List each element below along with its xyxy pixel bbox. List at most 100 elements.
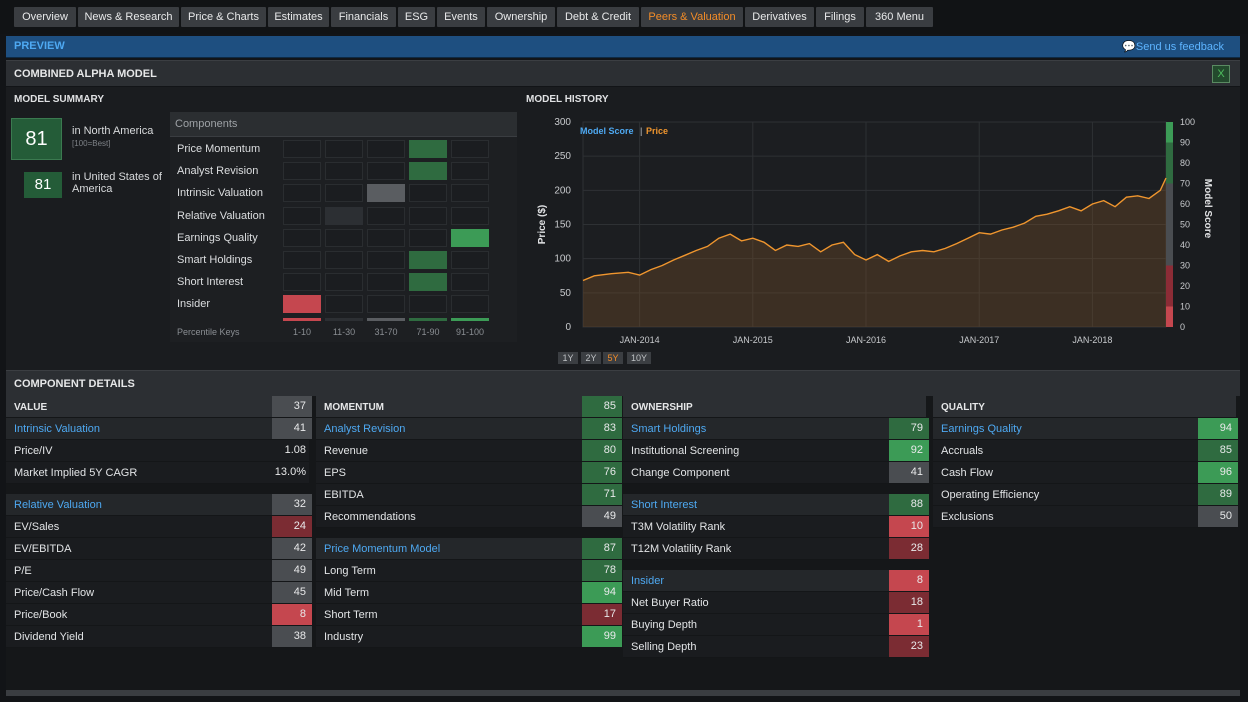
y2-tick-label: 40 bbox=[1180, 240, 1190, 250]
component-cell bbox=[325, 140, 363, 158]
tab-derivatives[interactable]: Derivatives bbox=[745, 7, 814, 27]
metric-name: Price/Book bbox=[14, 609, 68, 621]
details-row: Revenue 80 bbox=[316, 440, 622, 462]
details-column: OWNERSHIP Smart Holdings 79 Institutional S… bbox=[623, 396, 929, 658]
metric-value: 42 bbox=[272, 538, 312, 559]
chat-icon: 💬 bbox=[1122, 41, 1136, 53]
tab-news-research[interactable]: News & Research bbox=[78, 7, 179, 27]
metric-name[interactable]: Insider bbox=[631, 575, 665, 587]
details-row[interactable]: Earnings Quality 94 bbox=[933, 418, 1238, 440]
details-row[interactable]: Intrinsic Valuation 41 bbox=[6, 418, 312, 440]
percentile-key-label: 31-70 bbox=[374, 327, 398, 337]
metric-name[interactable]: Price Momentum Model bbox=[324, 543, 441, 555]
y-tick-label: 300 bbox=[554, 117, 571, 128]
y2-tick-label: 30 bbox=[1180, 261, 1190, 271]
horizontal-scrollbar[interactable] bbox=[6, 690, 1240, 696]
y-tick-label: 100 bbox=[554, 254, 571, 265]
tab-estimates[interactable]: Estimates bbox=[268, 7, 329, 27]
metric-name: T12M Volatility Rank bbox=[631, 543, 732, 555]
metric-name: Accruals bbox=[941, 445, 984, 457]
metric-value: 78 bbox=[582, 560, 622, 581]
y2-tick-label: 0 bbox=[1180, 322, 1185, 332]
tab-esg[interactable]: ESG bbox=[398, 7, 435, 27]
metric-name: Change Component bbox=[631, 467, 730, 479]
details-row: EPS 76 bbox=[316, 462, 622, 484]
tab-ownership[interactable]: Ownership bbox=[487, 7, 555, 27]
tab-debt-credit[interactable]: Debt & Credit bbox=[557, 7, 639, 27]
model-title: COMBINED ALPHA MODEL bbox=[14, 68, 157, 80]
metric-name: Institutional Screening bbox=[631, 445, 740, 457]
details-row: EV/Sales 24 bbox=[6, 516, 312, 538]
metric-name: Exclusions bbox=[941, 511, 994, 523]
details-column: QUALITY Earnings Quality 94 Accruals 85 Cash … bbox=[933, 396, 1238, 528]
metric-name: EV/EBITDA bbox=[14, 543, 72, 555]
details-row[interactable]: Relative Valuation 32 bbox=[6, 494, 312, 516]
tab-overview[interactable]: Overview bbox=[14, 7, 76, 27]
metric-value: 80 bbox=[582, 440, 622, 461]
percentile-key-swatch bbox=[409, 318, 447, 321]
tab-events[interactable]: Events bbox=[437, 7, 485, 27]
top-navigation: Overview News & Research Price & Charts Est… bbox=[0, 0, 1248, 34]
metric-name[interactable]: Short Interest bbox=[631, 499, 698, 511]
close-button[interactable]: X bbox=[1212, 65, 1230, 83]
metric-name[interactable]: Analyst Revision bbox=[324, 423, 406, 435]
metric-name: MOMENTUM bbox=[324, 402, 384, 413]
metric-name: P/E bbox=[14, 565, 32, 577]
details-row: Market Implied 5Y CAGR 13.0% bbox=[6, 462, 309, 484]
details-row: Price/IV 1.08 bbox=[6, 440, 309, 462]
metric-name: Cash Flow bbox=[941, 467, 993, 479]
component-cell bbox=[367, 140, 405, 158]
tab-price-charts[interactable]: Price & Charts bbox=[181, 7, 266, 27]
details-row[interactable]: Analyst Revision 83 bbox=[316, 418, 622, 440]
feedback-link[interactable]: 💬Send us feedback bbox=[1122, 40, 1224, 53]
metric-value: 37 bbox=[272, 396, 312, 417]
metric-value bbox=[1198, 396, 1238, 417]
metric-name[interactable]: Earnings Quality bbox=[941, 423, 1022, 435]
metric-name: Selling Depth bbox=[631, 641, 697, 653]
details-row: Accruals 85 bbox=[933, 440, 1238, 462]
components-header-label: Components bbox=[175, 118, 238, 130]
spacer bbox=[316, 528, 619, 538]
metric-name[interactable]: Relative Valuation bbox=[14, 499, 102, 511]
tab-filings[interactable]: Filings bbox=[816, 7, 864, 27]
details-row[interactable]: Insider 8 bbox=[623, 570, 929, 592]
range-button-2y[interactable]: 2Y bbox=[581, 352, 601, 364]
component-cell bbox=[283, 140, 321, 158]
metric-value: 83 bbox=[582, 418, 622, 439]
metric-value: 99 bbox=[582, 626, 622, 647]
metric-name: Price/Cash Flow bbox=[14, 587, 95, 599]
metric-name: Price/IV bbox=[14, 445, 53, 457]
details-row: Price/Cash Flow 45 bbox=[6, 582, 312, 604]
component-cell bbox=[367, 184, 405, 203]
component-label: Intrinsic Valuation bbox=[177, 187, 264, 200]
metric-value bbox=[889, 396, 929, 417]
y2-tick-label: 20 bbox=[1180, 281, 1190, 291]
percentile-key-swatch bbox=[325, 318, 363, 321]
range-button-10y[interactable]: 10Y bbox=[627, 352, 651, 364]
tab-peers-valuation[interactable]: Peers & Valuation bbox=[641, 7, 743, 27]
range-button-5y[interactable]: 5Y bbox=[603, 352, 623, 364]
metric-name: EPS bbox=[324, 467, 347, 479]
metric-value: 38 bbox=[272, 626, 312, 647]
metric-value: 89 bbox=[1198, 484, 1238, 505]
metric-name[interactable]: Smart Holdings bbox=[631, 423, 707, 435]
component-cell bbox=[451, 162, 489, 181]
tab-360-menu[interactable]: 360 Menu bbox=[866, 7, 933, 27]
percentile-key-label: 1-10 bbox=[292, 327, 311, 337]
metric-name[interactable]: Intrinsic Valuation bbox=[14, 423, 101, 435]
percentile-key-swatch bbox=[283, 318, 321, 321]
tab-financials[interactable]: Financials bbox=[331, 7, 396, 27]
metric-value: 50 bbox=[1198, 506, 1238, 527]
details-row[interactable]: Smart Holdings 79 bbox=[623, 418, 929, 440]
details-row[interactable]: Short Interest 88 bbox=[623, 494, 929, 516]
details-row: Exclusions 50 bbox=[933, 506, 1238, 528]
component-cell bbox=[325, 184, 363, 203]
details-row: Net Buyer Ratio 18 bbox=[623, 592, 929, 614]
summary-title: MODEL SUMMARY bbox=[14, 94, 104, 105]
component-label: Smart Holdings bbox=[177, 254, 253, 266]
details-row[interactable]: Price Momentum Model 87 bbox=[316, 538, 622, 560]
model-header: COMBINED ALPHA MODEL X bbox=[6, 60, 1240, 86]
component-cell bbox=[283, 228, 321, 247]
range-button-1y[interactable]: 1Y bbox=[558, 352, 578, 364]
